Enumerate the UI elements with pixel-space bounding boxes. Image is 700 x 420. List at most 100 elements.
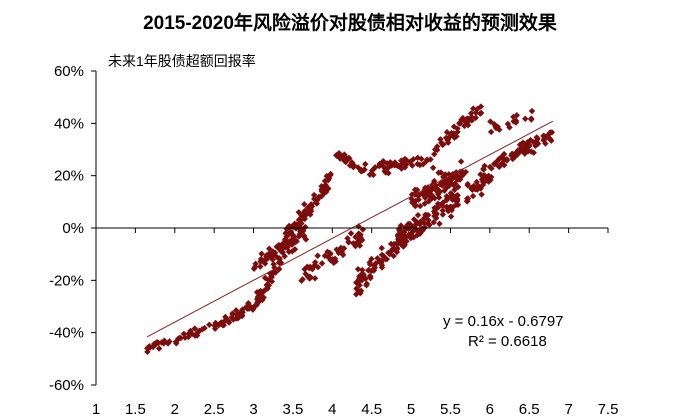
data-point	[279, 248, 286, 256]
data-point	[342, 158, 349, 166]
data-point	[410, 216, 418, 223]
data-point	[191, 325, 198, 332]
data-point	[181, 334, 189, 341]
data-point	[546, 134, 553, 142]
data-point	[218, 319, 225, 327]
data-point	[464, 121, 472, 129]
data-point	[387, 240, 395, 248]
data-point	[480, 172, 488, 179]
data-point	[393, 240, 401, 248]
data-point	[464, 197, 471, 205]
data-point	[435, 194, 443, 201]
data-point	[286, 230, 293, 237]
data-point	[439, 199, 447, 206]
data-point	[418, 225, 426, 232]
data-point	[155, 345, 163, 352]
data-point	[510, 113, 517, 121]
data-point	[430, 219, 437, 226]
data-point	[422, 191, 429, 199]
data-point	[276, 255, 283, 262]
x-tick-label: 4.5	[361, 401, 382, 418]
data-point	[421, 200, 428, 207]
data-point	[394, 232, 402, 240]
data-point	[300, 233, 308, 241]
data-point	[206, 321, 213, 329]
data-point	[302, 223, 309, 231]
data-point	[337, 244, 345, 252]
data-point	[383, 255, 391, 263]
data-point	[380, 157, 387, 165]
x-tick-label: 7	[564, 401, 572, 418]
data-point	[477, 109, 485, 117]
data-point	[268, 278, 276, 285]
data-point	[492, 124, 500, 131]
data-point	[426, 221, 433, 229]
data-point	[454, 176, 461, 183]
trendline-equation: y = 0.16x - 0.6797	[443, 313, 564, 330]
data-point	[534, 135, 541, 143]
data-point	[311, 195, 318, 203]
data-point	[301, 201, 308, 208]
y-tick-label: 20%	[54, 168, 84, 185]
data-point	[348, 161, 355, 168]
data-point	[363, 282, 370, 289]
data-point	[365, 267, 372, 274]
y-tick-label: 60%	[54, 63, 84, 80]
data-point	[353, 279, 360, 286]
data-point	[470, 105, 477, 112]
data-point	[378, 264, 386, 271]
data-point	[492, 160, 500, 168]
data-point	[252, 260, 259, 268]
data-point	[436, 220, 443, 227]
data-point	[379, 256, 387, 263]
x-tick-label: 2	[171, 401, 179, 418]
data-point	[439, 211, 447, 218]
data-point	[201, 324, 208, 332]
data-point	[397, 222, 405, 229]
data-point	[211, 325, 219, 332]
data-point	[352, 242, 359, 250]
data-point	[442, 134, 450, 142]
chart-title: 2015-2020年风险溢价对股债相对收益的预测效果	[143, 13, 557, 34]
trendline	[146, 120, 554, 338]
data-point	[533, 138, 540, 145]
axes: 60% 40% 20% 0% -20% -40% -60% 1 1.5 2 2.5 3 3.5 4 4.5 5…	[49, 63, 618, 418]
data-point	[416, 202, 424, 210]
scatter-points	[144, 103, 556, 356]
data-point	[454, 128, 461, 136]
data-point	[310, 191, 318, 199]
data-point	[327, 170, 334, 178]
data-point	[258, 250, 265, 257]
data-point	[393, 248, 401, 256]
y-tick-label: -60%	[49, 377, 84, 394]
data-point	[398, 236, 406, 243]
data-point	[448, 129, 455, 137]
data-point	[299, 213, 306, 220]
data-point	[344, 235, 351, 242]
data-point	[416, 220, 423, 228]
data-point	[470, 182, 478, 190]
data-point	[401, 164, 409, 171]
data-point	[321, 177, 329, 185]
data-point	[310, 263, 318, 270]
data-point	[271, 249, 279, 256]
x-tick-label: 1	[92, 401, 100, 418]
data-point	[362, 160, 369, 168]
data-point	[270, 261, 277, 268]
data-point	[180, 330, 188, 338]
data-point	[437, 169, 445, 176]
y-tick-label: -20%	[49, 272, 84, 289]
data-point	[511, 153, 519, 161]
data-point	[454, 125, 461, 132]
data-point	[445, 139, 452, 146]
data-point	[314, 196, 321, 203]
data-point	[324, 248, 331, 256]
data-point	[540, 132, 547, 140]
data-point	[396, 227, 403, 234]
data-point	[397, 241, 405, 248]
data-point	[513, 111, 521, 119]
data-point	[276, 246, 284, 254]
data-point	[453, 197, 461, 204]
data-point	[381, 167, 388, 175]
data-point	[443, 193, 450, 200]
